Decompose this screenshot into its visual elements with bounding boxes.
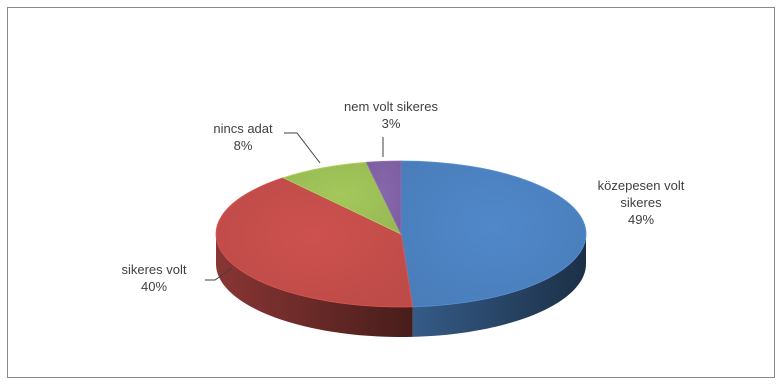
data-label-percent-nem-volt-sikeres: 3%	[382, 116, 401, 131]
data-label-percent-sikeres-volt: 40%	[141, 279, 167, 294]
data-label-kozepesen-volt-sikeres: sikeres	[620, 195, 662, 210]
data-label-kozepesen-volt-sikeres: közepesen volt	[598, 178, 685, 193]
pie-slice-nem-volt-sikeres	[365, 160, 402, 235]
data-label-nincs-adat: nincs adat	[213, 121, 273, 136]
leader-line-nincs-adat	[284, 132, 321, 164]
data-label-sikeres-volt: sikeres volt	[121, 262, 186, 277]
data-label-nem-volt-sikeres: nem volt sikeres	[344, 99, 438, 114]
pie-side-kozepesen-volt-sikeres	[412, 234, 586, 337]
data-labels: közepesen volt sikeres 49% sikeres volt 40% n…	[121, 99, 684, 294]
pie-slice-nincs-adat	[282, 161, 402, 235]
pie-tops	[215, 160, 587, 308]
pie-slice-kozepesen-volt-sikeres	[400, 160, 587, 308]
leader-line-sikeres-volt	[205, 267, 233, 281]
pie-sides	[216, 234, 586, 337]
data-label-percent-kozepesen-volt-sikeres: 49%	[628, 212, 654, 227]
pie-slice-sikeres-volt	[215, 177, 414, 308]
data-label-percent-nincs-adat: 8%	[234, 138, 253, 153]
leader-lines	[205, 132, 384, 281]
pie-side-sikeres-volt	[216, 234, 413, 337]
